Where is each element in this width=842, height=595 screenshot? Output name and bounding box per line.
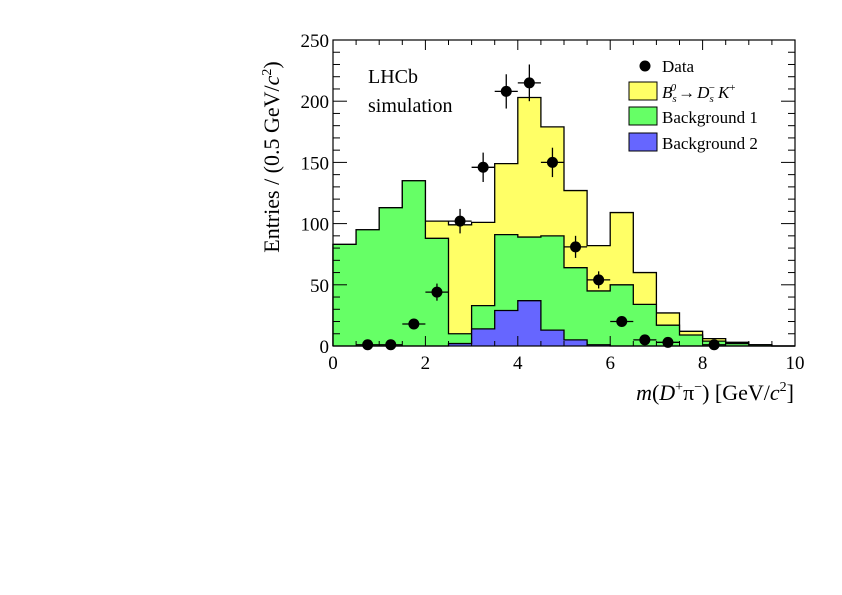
data-point — [425, 283, 449, 301]
bar — [679, 334, 703, 346]
series-1 — [332, 180, 795, 347]
bar — [610, 284, 634, 346]
y-tick-label: 150 — [301, 153, 330, 174]
histogram-bars — [332, 96, 795, 347]
bar — [471, 328, 496, 346]
bar — [540, 235, 565, 346]
y-tick-label: 250 — [301, 31, 330, 52]
bar — [379, 207, 403, 346]
data-marker — [546, 156, 558, 168]
legend-signal-label: Bs0 → Ds− K+ — [662, 82, 736, 105]
bar — [656, 325, 680, 346]
legend: Data Bs0 → Ds− K+ Background 1 Background 2 — [628, 57, 758, 153]
y-tick-label: 0 — [320, 337, 330, 358]
data-marker — [500, 85, 512, 97]
lhcb-label: LHCb — [368, 66, 418, 88]
data-marker — [408, 318, 420, 330]
data-point — [702, 339, 726, 351]
data-point — [540, 147, 564, 178]
data-point — [656, 336, 680, 348]
legend-bkg2-label: Background 2 — [662, 134, 758, 153]
bar — [587, 290, 611, 346]
y-tick-label: 50 — [310, 276, 329, 297]
bar — [494, 310, 519, 346]
data-point — [356, 339, 380, 351]
data-point — [633, 334, 657, 346]
y-axis-label: Entries / (0.5 GeV/c2) — [259, 61, 284, 253]
x-tick-label: 10 — [786, 353, 805, 374]
bar — [333, 244, 357, 346]
y-tick-label: 100 — [301, 215, 330, 236]
bar — [356, 229, 380, 346]
data-marker — [523, 77, 535, 89]
data-point — [471, 152, 495, 182]
data-marker — [616, 316, 628, 328]
data-point — [587, 271, 611, 289]
legend-data-label: Data — [662, 57, 695, 76]
data-point — [610, 316, 634, 328]
legend-bkg2-swatch — [628, 132, 658, 152]
x-tick-label: 2 — [421, 353, 431, 374]
data-marker — [593, 274, 605, 286]
data-point — [494, 74, 518, 109]
legend-signal-swatch — [628, 81, 658, 101]
data-marker — [662, 336, 674, 348]
data-marker — [454, 215, 466, 227]
legend-bkg1-label: Background 1 — [662, 108, 758, 127]
x-tick-label: 8 — [698, 353, 708, 374]
data-point — [379, 339, 403, 351]
data-marker — [708, 339, 720, 351]
data-point — [402, 318, 426, 330]
bar — [402, 180, 426, 346]
legend-data-marker — [639, 60, 651, 72]
data-marker — [639, 334, 651, 346]
simulation-label: simulation — [368, 95, 452, 117]
x-tick-label: 6 — [605, 353, 615, 374]
data-points — [356, 64, 726, 351]
bar — [540, 330, 565, 346]
legend-bkg1-swatch — [628, 106, 658, 126]
bar — [725, 343, 750, 346]
data-point — [448, 208, 472, 234]
bar — [564, 339, 588, 346]
data-point — [564, 235, 588, 258]
x-tick-label: 0 — [328, 353, 338, 374]
y-tick-label: 200 — [301, 92, 330, 113]
data-marker — [362, 339, 374, 351]
data-marker — [570, 241, 582, 253]
data-marker — [477, 161, 489, 173]
data-marker — [385, 339, 397, 351]
bar — [448, 343, 472, 346]
x-axis-label: m(D+π−) [GeV/c2] — [636, 380, 794, 405]
bar — [448, 224, 472, 346]
bar — [517, 300, 542, 346]
data-marker — [431, 286, 443, 298]
bar — [633, 304, 657, 346]
x-tick-label: 4 — [513, 353, 523, 374]
data-point — [517, 64, 541, 102]
bar — [564, 267, 588, 346]
